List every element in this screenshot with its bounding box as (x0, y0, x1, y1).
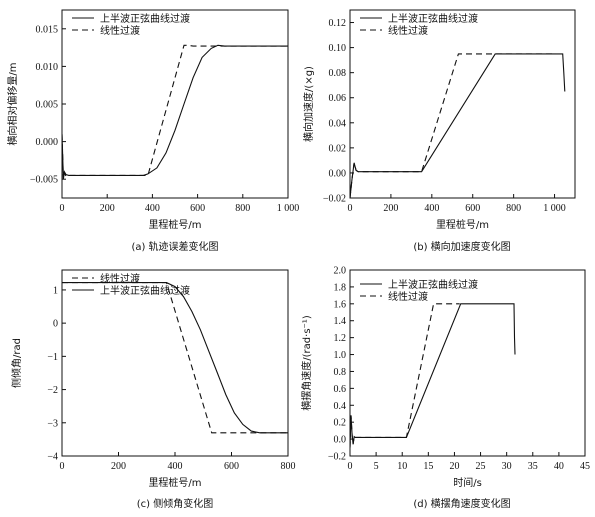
x-tick-label: 0 (348, 203, 353, 214)
x-tick-label: 45 (580, 461, 590, 472)
y-tick-label: −0.02 (323, 194, 346, 205)
chart-caption: (c) 侧倾角变化图 (137, 497, 213, 510)
series-line-sine (62, 282, 288, 434)
y-tick-label: −0.005 (30, 175, 58, 186)
legend-label: 线性过渡 (100, 272, 140, 285)
x-tick-label: 1 000 (277, 203, 300, 214)
y-tick-label: 1.4 (334, 316, 347, 327)
x-axis-label: 里程桩号/m (436, 218, 489, 231)
x-tick-label: 800 (281, 461, 296, 472)
y-tick-label: −0.2 (328, 452, 346, 463)
y-tick-label: 0.0 (334, 435, 347, 446)
panel-a-trajectory-error: 0 200 400 600 800 1 000 −0.005 0.000 0.005 0.010 0… (6, 9, 300, 253)
y-axis-label: 横摆角速度/(rad·s⁻¹) (300, 315, 313, 411)
y-tick-label: −2 (47, 385, 58, 396)
x-axis-label: 时间/s (453, 476, 482, 489)
x-tick-label: 30 (502, 461, 512, 472)
plot-frame (349, 9, 576, 199)
chart-caption: (a) 轨迹误差变化图 (131, 240, 218, 253)
x-tick-label: 40 (554, 461, 564, 472)
x-tick-label: 200 (100, 203, 115, 214)
plot-frame (61, 269, 289, 457)
x-tick-label: 15 (423, 461, 433, 472)
series-line-linear (350, 53, 555, 198)
x-tick-label: 200 (111, 461, 126, 472)
x-tick-label: 0 (60, 203, 65, 214)
plot-frame (61, 9, 289, 199)
legend-label: 线性过渡 (388, 24, 428, 37)
x-tick-label: 600 (190, 203, 205, 214)
x-axis-label: 里程桩号/m (148, 476, 201, 489)
x-tick-label: 800 (235, 203, 250, 214)
y-tick-label: 2.0 (334, 266, 347, 277)
y-tick-label: 0.005 (36, 100, 59, 111)
y-tick-label: 1 (53, 285, 58, 296)
x-tick-label: 25 (476, 461, 486, 472)
series-line-linear (350, 303, 460, 448)
x-tick-label: 800 (506, 203, 521, 214)
y-tick-label: 0.10 (329, 43, 347, 54)
chart-caption: (d) 横摆角速度变化图 (413, 497, 510, 510)
y-tick-label: 1.2 (334, 333, 347, 344)
y-tick-label: 0.12 (329, 18, 347, 29)
x-tick-label: 1 000 (543, 203, 566, 214)
legend-label: 线性过渡 (100, 24, 140, 37)
x-tick-label: 0 (348, 461, 353, 472)
y-tick-label: 0.8 (334, 367, 347, 378)
y-tick-label: 0.02 (329, 143, 347, 154)
legend-label: 上半波正弦曲线过渡 (388, 12, 478, 25)
y-tick-label: 0.4 (334, 401, 347, 412)
y-tick-label: −1 (47, 352, 58, 363)
x-tick-label: 20 (449, 461, 459, 472)
y-tick-label: 1.6 (334, 299, 347, 310)
x-tick-label: 10 (397, 461, 407, 472)
y-tick-label: 0.00 (329, 168, 347, 179)
series-line-linear (62, 282, 288, 434)
y-axis-label: 横向加速度/(×g) (302, 66, 315, 142)
legend-label: 上半波正弦曲线过渡 (100, 284, 190, 297)
y-tick-label: 0.000 (36, 137, 59, 148)
x-tick-label: 600 (224, 461, 239, 472)
x-tick-label: 400 (145, 203, 160, 214)
panel-c-roll-angle: 0 200 400 600 800 −4 −3 −2 −1 0 1 里程桩号/m 侧倾角/rad (c) … (10, 269, 296, 510)
x-tick-label: 400 (424, 203, 439, 214)
y-tick-label: 0.04 (329, 118, 347, 129)
chart-caption: (b) 横向加速度变化图 (413, 240, 510, 253)
series-line-sine (350, 303, 516, 448)
y-axis-label: 横向相对偏移量/m (6, 62, 19, 145)
y-tick-label: 0 (53, 319, 58, 330)
panel-b-lateral-acceleration: 0 200 400 600 800 1 000 −0.02 0.00 0.02 0.04 0.06 0… (302, 9, 576, 253)
y-tick-label: 1.8 (334, 282, 347, 293)
series-line-sine (62, 44, 288, 180)
series-line-linear (62, 44, 288, 180)
y-tick-label: 1.0 (334, 350, 347, 361)
y-tick-label: 0.2 (334, 418, 347, 429)
y-tick-label: 0.08 (329, 68, 347, 79)
y-axis-label: 侧倾角/rad (10, 338, 23, 388)
plot-frame (349, 269, 586, 457)
x-tick-label: 400 (168, 461, 183, 472)
x-tick-label: 5 (374, 461, 379, 472)
x-tick-label: 200 (383, 203, 398, 214)
y-tick-label: −4 (47, 452, 58, 463)
y-tick-label: 0.010 (36, 62, 59, 73)
x-tick-label: 35 (528, 461, 538, 472)
x-axis-label: 里程桩号/m (148, 218, 201, 231)
series-line-sine (350, 53, 566, 198)
x-tick-label: 0 (60, 461, 65, 472)
x-tick-label: 600 (465, 203, 480, 214)
legend-label: 上半波正弦曲线过渡 (388, 278, 478, 291)
legend-label: 线性过渡 (388, 290, 428, 303)
y-tick-label: −3 (47, 418, 58, 429)
y-tick-label: 0.015 (36, 24, 59, 35)
y-tick-label: 0.6 (334, 384, 347, 395)
legend-label: 上半波正弦曲线过渡 (100, 12, 190, 25)
panel-d-yaw-rate: 0 5 10 15 20 25 30 35 40 45 −0.2 0.0 0.2 0.4 0.6 0.8 1.0… (300, 266, 590, 511)
y-tick-label: 0.06 (329, 93, 347, 104)
